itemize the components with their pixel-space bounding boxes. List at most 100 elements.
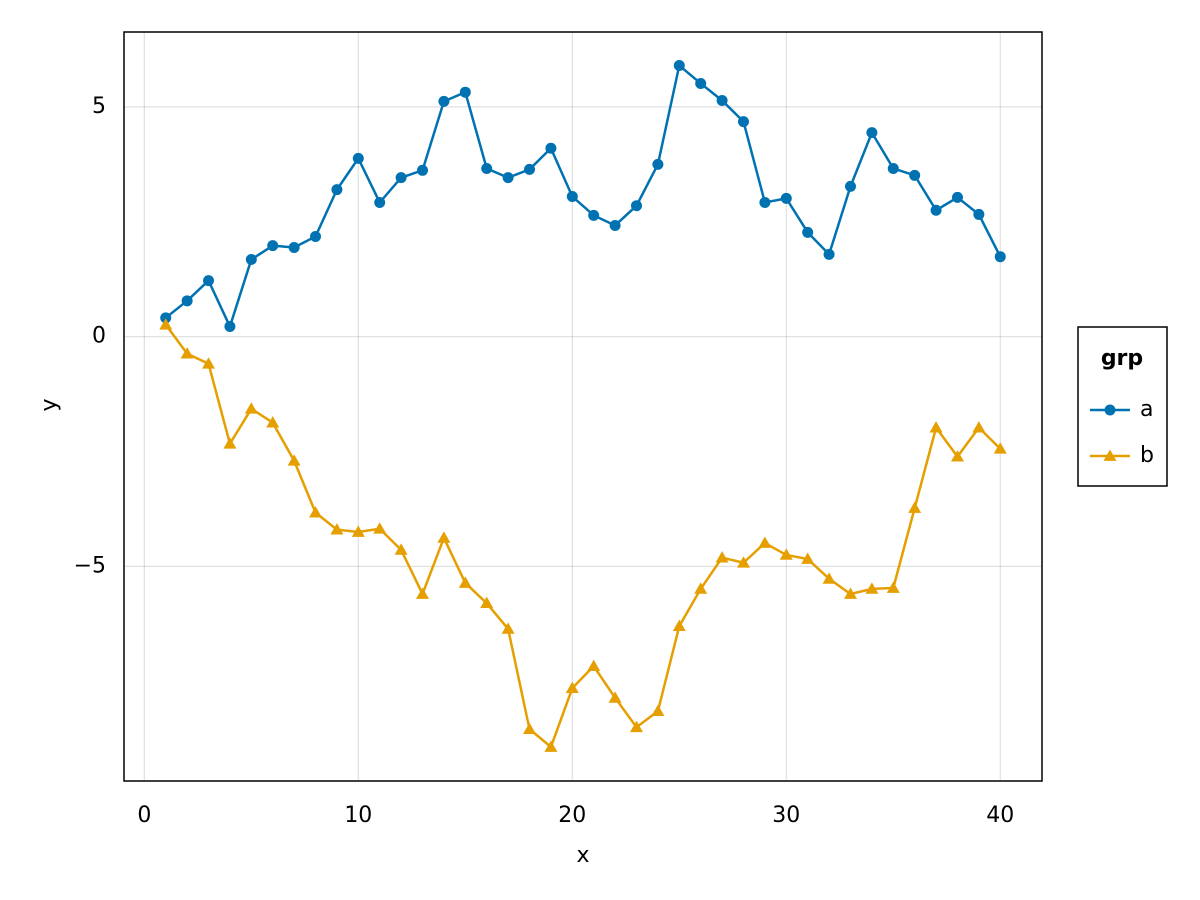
x-tick-label: 40 [986, 803, 1014, 828]
data-point [160, 312, 172, 324]
data-point [481, 162, 493, 174]
data-point [715, 551, 729, 563]
data-point [245, 253, 257, 265]
data-point [972, 421, 986, 433]
data-point [566, 191, 578, 203]
data-point [373, 522, 387, 534]
data-point [374, 196, 386, 208]
grid [124, 32, 1042, 781]
data-point [629, 720, 643, 733]
data-point [802, 226, 814, 238]
data-point [180, 347, 194, 359]
data-point [223, 437, 237, 449]
data-point [480, 596, 494, 609]
data-point [565, 681, 579, 694]
data-point [587, 659, 601, 671]
data-point [866, 127, 878, 139]
data-point [202, 357, 216, 369]
data-point [544, 740, 558, 752]
data-point [694, 582, 708, 594]
y-axis-label: y [37, 398, 62, 411]
data-point [545, 142, 557, 154]
data-point [823, 248, 835, 260]
data-point [886, 581, 900, 593]
data-point [395, 172, 407, 184]
data-point [758, 536, 772, 548]
data-point [588, 209, 600, 221]
x-tick-label: 30 [772, 803, 800, 828]
data-point [417, 164, 429, 176]
data-point [288, 242, 300, 254]
legend-label: a [1140, 397, 1153, 422]
data-point [330, 523, 344, 535]
data-point [630, 200, 642, 212]
data-point [951, 191, 963, 203]
data-point [203, 275, 215, 287]
data-point [608, 691, 622, 703]
plot-frame [123, 31, 1043, 782]
data-point [501, 622, 515, 634]
data-point [437, 531, 451, 543]
data-point [929, 421, 943, 433]
data-point [224, 321, 236, 333]
data-point [950, 450, 964, 462]
data-point [309, 506, 323, 518]
data-point [822, 572, 836, 584]
x-tick-label: 20 [558, 803, 586, 828]
data-point [887, 162, 899, 174]
data-point [416, 587, 430, 599]
data-point [310, 230, 322, 242]
data-point [716, 94, 728, 106]
data-point [801, 552, 815, 564]
data-point [459, 86, 471, 98]
data-point [331, 184, 343, 196]
data-point [502, 172, 514, 184]
data-point [779, 548, 793, 560]
series-line [164, 323, 1002, 750]
series-line [164, 63, 1002, 330]
data-point [458, 576, 472, 588]
data-point [737, 116, 749, 128]
y-tick-label: 5 [92, 94, 106, 119]
data-point [672, 619, 686, 632]
x-tick-label: 10 [344, 803, 372, 828]
data-point [930, 204, 942, 216]
data-point [651, 704, 665, 717]
x-axis-label: x [576, 843, 589, 868]
data-point [351, 525, 365, 537]
legend-marker [1104, 404, 1116, 416]
data-point [244, 402, 258, 414]
data-point [267, 240, 279, 252]
x-tick-label: 0 [137, 803, 151, 828]
legend-box [1077, 326, 1168, 487]
data-point [844, 180, 856, 192]
legend-label: b [1140, 443, 1154, 468]
data-point [609, 219, 621, 231]
data-point [780, 192, 792, 204]
data-point [994, 251, 1006, 263]
data-point [287, 454, 301, 466]
data-point [759, 196, 771, 208]
data-point [843, 587, 857, 599]
data-point [352, 152, 364, 164]
data-point [181, 295, 193, 307]
legend-title: grp [1101, 346, 1143, 371]
data-point [973, 208, 985, 220]
legend-marker [1103, 449, 1117, 461]
data-point [652, 158, 664, 170]
data-point [266, 416, 280, 428]
data-point [673, 60, 685, 72]
data-point [909, 169, 921, 181]
data-point [394, 543, 408, 555]
data-point [523, 722, 537, 734]
data-point [438, 95, 450, 107]
data-point [993, 442, 1007, 454]
y-tick-label: 0 [92, 324, 106, 349]
y-tick-label: −5 [74, 553, 106, 578]
data-point [865, 582, 879, 594]
data-point [908, 501, 922, 513]
data-point [695, 77, 707, 89]
data-point [736, 556, 750, 568]
data-point [524, 163, 536, 175]
